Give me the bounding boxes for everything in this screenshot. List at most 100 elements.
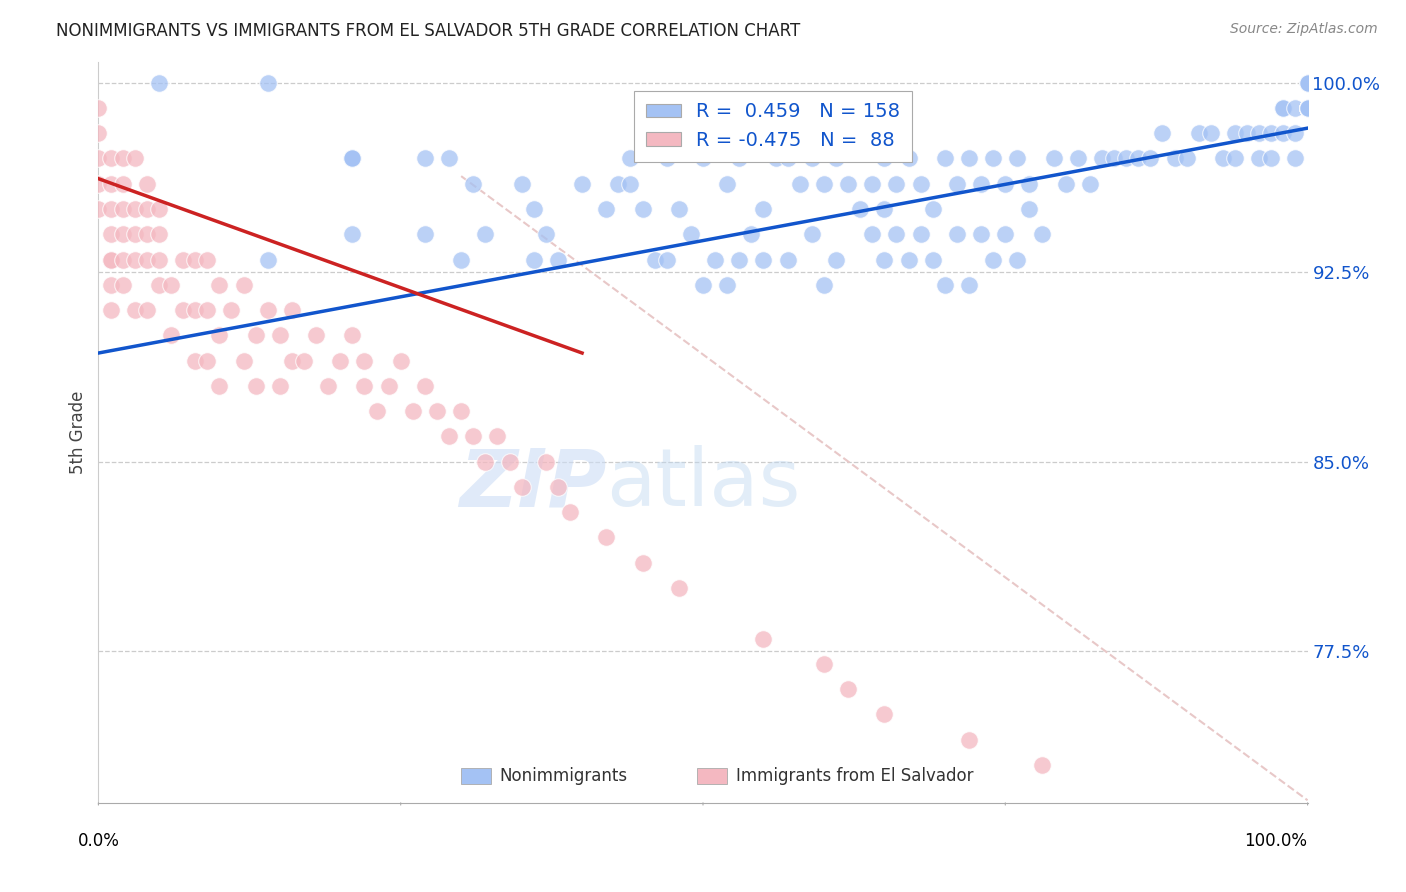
Point bbox=[860, 177, 883, 191]
Point bbox=[305, 328, 328, 343]
Point bbox=[1296, 76, 1319, 90]
Point bbox=[1296, 76, 1319, 90]
Point bbox=[160, 277, 183, 292]
Point bbox=[1296, 76, 1319, 90]
Point bbox=[366, 404, 388, 418]
Point bbox=[87, 126, 110, 140]
Point bbox=[921, 202, 943, 216]
Point bbox=[776, 252, 799, 267]
Point bbox=[631, 556, 654, 570]
Point bbox=[1091, 152, 1114, 166]
Point bbox=[1296, 76, 1319, 90]
Point bbox=[1296, 76, 1319, 90]
Point bbox=[1018, 202, 1040, 216]
Point bbox=[679, 227, 702, 242]
Point bbox=[474, 227, 496, 242]
Point bbox=[1199, 126, 1222, 140]
Point bbox=[1296, 76, 1319, 90]
Point bbox=[353, 353, 375, 368]
Point bbox=[1223, 152, 1246, 166]
Point bbox=[389, 353, 412, 368]
Point bbox=[195, 303, 218, 318]
Point bbox=[1296, 76, 1319, 90]
Point bbox=[765, 152, 787, 166]
Point bbox=[1296, 76, 1319, 90]
Point bbox=[498, 455, 520, 469]
Point bbox=[655, 152, 678, 166]
Point bbox=[716, 277, 738, 292]
Point bbox=[1115, 152, 1137, 166]
Point bbox=[1284, 126, 1306, 140]
Point bbox=[100, 152, 122, 166]
Point bbox=[534, 227, 557, 242]
Point bbox=[148, 252, 170, 267]
Point bbox=[1249, 152, 1271, 166]
Point bbox=[1296, 101, 1319, 115]
Point bbox=[342, 152, 364, 166]
Point bbox=[87, 202, 110, 216]
Point bbox=[100, 177, 122, 191]
Text: Source: ZipAtlas.com: Source: ZipAtlas.com bbox=[1230, 22, 1378, 37]
Point bbox=[1296, 101, 1319, 115]
Point bbox=[547, 252, 569, 267]
Point bbox=[135, 252, 157, 267]
Point bbox=[619, 152, 641, 166]
Point bbox=[413, 152, 436, 166]
Point bbox=[232, 353, 254, 368]
Point bbox=[994, 177, 1017, 191]
Point bbox=[87, 101, 110, 115]
Point bbox=[269, 379, 291, 393]
Point bbox=[184, 252, 207, 267]
Point bbox=[1296, 76, 1319, 90]
Point bbox=[716, 177, 738, 191]
Point bbox=[631, 202, 654, 216]
Point bbox=[100, 252, 122, 267]
Point bbox=[100, 303, 122, 318]
Point bbox=[342, 328, 364, 343]
Point bbox=[1223, 126, 1246, 140]
Point bbox=[1175, 152, 1198, 166]
Point bbox=[776, 152, 799, 166]
Point bbox=[595, 531, 617, 545]
Point bbox=[377, 379, 399, 393]
Point bbox=[124, 152, 146, 166]
Point bbox=[245, 379, 267, 393]
Point bbox=[873, 707, 896, 722]
Point bbox=[1272, 101, 1295, 115]
Point bbox=[873, 252, 896, 267]
Point bbox=[1296, 76, 1319, 90]
Point bbox=[1031, 227, 1053, 242]
Point bbox=[873, 202, 896, 216]
Point bbox=[172, 303, 194, 318]
Point bbox=[910, 177, 932, 191]
Point bbox=[1007, 152, 1029, 166]
Point bbox=[897, 152, 920, 166]
Y-axis label: 5th Grade: 5th Grade bbox=[69, 391, 87, 475]
Point bbox=[450, 252, 472, 267]
Point bbox=[100, 252, 122, 267]
Text: atlas: atlas bbox=[606, 445, 800, 524]
Point bbox=[910, 227, 932, 242]
Point bbox=[1296, 76, 1319, 90]
Point bbox=[342, 152, 364, 166]
Point bbox=[1296, 76, 1319, 90]
Point bbox=[100, 227, 122, 242]
Point bbox=[849, 202, 872, 216]
Point bbox=[208, 328, 231, 343]
Point bbox=[1163, 152, 1185, 166]
Point bbox=[994, 227, 1017, 242]
Point bbox=[426, 404, 449, 418]
Point bbox=[957, 152, 980, 166]
Point bbox=[970, 227, 993, 242]
Point bbox=[1296, 76, 1319, 90]
Point bbox=[148, 227, 170, 242]
Point bbox=[1296, 101, 1319, 115]
Point bbox=[886, 177, 908, 191]
Point bbox=[208, 277, 231, 292]
Point bbox=[1296, 101, 1319, 115]
Point bbox=[752, 252, 775, 267]
Point bbox=[148, 76, 170, 90]
Text: ZIP: ZIP bbox=[458, 445, 606, 524]
Point bbox=[269, 328, 291, 343]
Point bbox=[860, 227, 883, 242]
